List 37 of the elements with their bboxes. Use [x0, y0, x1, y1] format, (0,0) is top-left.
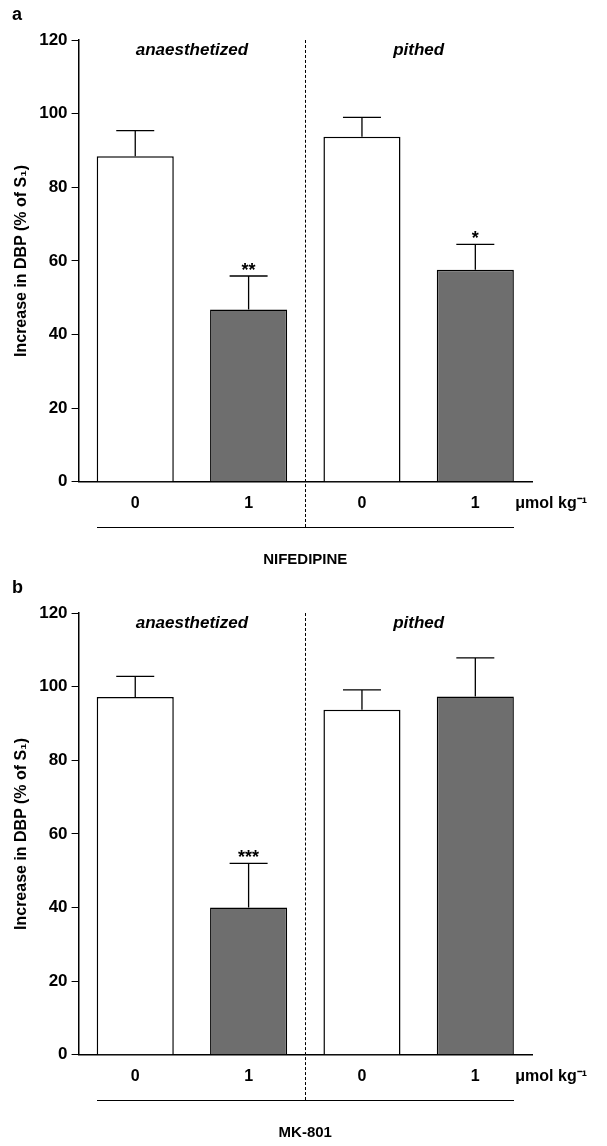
x-tick-label: 1 [244, 1066, 254, 1084]
chart-title: b [12, 576, 23, 597]
annotation: pithed [392, 40, 445, 60]
x-tick-label: 1 [470, 493, 480, 511]
text: μmol kg⁻¹ [515, 1067, 588, 1085]
y-tick-label: 80 [48, 176, 68, 196]
x-tick-label: 1 [470, 1066, 480, 1084]
annotation: pithed [392, 613, 445, 633]
y-tick-label: 40 [48, 324, 68, 344]
x-axis-title: MK-801 [278, 1123, 332, 1141]
y-axis-title: Increase in DBP (% of S₁) [12, 164, 30, 357]
y-tick-label: 80 [48, 749, 68, 769]
annotation: * [471, 228, 479, 249]
text: μmol kg⁻¹ [515, 494, 588, 512]
y-tick-label: 0 [58, 471, 68, 491]
x-tick-label: 0 [130, 493, 140, 511]
x-tick-label: 1 [244, 493, 254, 511]
annotation: ** [241, 259, 256, 280]
y-tick-label: 100 [39, 103, 68, 123]
x-tick-label: 0 [357, 493, 367, 511]
y-axis-title: Increase in DBP (% of S₁) [12, 737, 30, 930]
x-tick-label: 0 [130, 1066, 140, 1084]
y-tick-label: 120 [39, 29, 68, 49]
y-tick-label: 100 [39, 676, 68, 696]
x-axis-title: NIFEDIPINE [263, 550, 348, 568]
y-tick-label: 40 [48, 897, 68, 917]
y-tick-label: 0 [58, 1044, 68, 1064]
y-tick-label: 20 [48, 970, 68, 990]
annotation: anaesthetized [135, 613, 249, 633]
x-tick-label: 0 [357, 1066, 367, 1084]
chart-title: a [12, 3, 23, 24]
y-tick-label: 20 [48, 397, 68, 417]
y-tick-label: 60 [48, 250, 68, 270]
annotation: *** [238, 847, 260, 868]
y-tick-label: 120 [39, 602, 68, 622]
y-tick-label: 60 [48, 823, 68, 843]
annotation: anaesthetized [135, 40, 249, 60]
